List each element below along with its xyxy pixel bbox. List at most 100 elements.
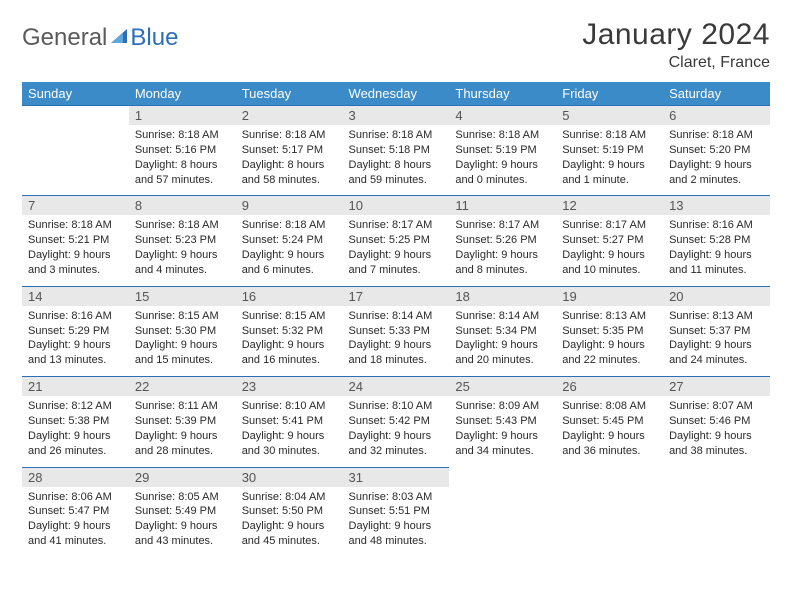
day-details: Sunrise: 8:18 AMSunset: 5:19 PMDaylight:… [556, 125, 663, 195]
sunset-line: Sunset: 5:19 PM [455, 143, 550, 158]
daylight-line: Daylight: 9 hours and 2 minutes. [669, 158, 764, 188]
calendar-day-cell: 3Sunrise: 8:18 AMSunset: 5:18 PMDaylight… [343, 106, 450, 196]
day-number: 26 [556, 377, 663, 396]
sunrise-line: Sunrise: 8:15 AM [242, 309, 337, 324]
calendar-day-cell: 9Sunrise: 8:18 AMSunset: 5:24 PMDaylight… [236, 196, 343, 286]
calendar-week-row: 7Sunrise: 8:18 AMSunset: 5:21 PMDaylight… [22, 196, 770, 286]
calendar-day-cell: 18Sunrise: 8:14 AMSunset: 5:34 PMDayligh… [449, 286, 556, 376]
day-number: 28 [22, 468, 129, 487]
day-number: 21 [22, 377, 129, 396]
calendar-page: GeneralBlue January 2024 Claret, France … [0, 0, 792, 575]
calendar-week-row: 21Sunrise: 8:12 AMSunset: 5:38 PMDayligh… [22, 377, 770, 467]
day-details: Sunrise: 8:17 AMSunset: 5:25 PMDaylight:… [343, 215, 450, 285]
daylight-line: Daylight: 9 hours and 11 minutes. [669, 248, 764, 278]
calendar-day-cell: 13Sunrise: 8:16 AMSunset: 5:28 PMDayligh… [663, 196, 770, 286]
daylight-line: Daylight: 9 hours and 48 minutes. [349, 519, 444, 549]
daylight-line: Daylight: 9 hours and 8 minutes. [455, 248, 550, 278]
calendar-day-cell: 15Sunrise: 8:15 AMSunset: 5:30 PMDayligh… [129, 286, 236, 376]
day-number: 27 [663, 377, 770, 396]
sunset-line: Sunset: 5:17 PM [242, 143, 337, 158]
page-title: January 2024 [582, 18, 770, 52]
sunrise-line: Sunrise: 8:04 AM [242, 490, 337, 505]
sail-icon [109, 24, 129, 52]
day-details: Sunrise: 8:13 AMSunset: 5:37 PMDaylight:… [663, 306, 770, 376]
daylight-line: Daylight: 9 hours and 32 minutes. [349, 429, 444, 459]
sunset-line: Sunset: 5:46 PM [669, 414, 764, 429]
daylight-line: Daylight: 9 hours and 24 minutes. [669, 338, 764, 368]
day-details: Sunrise: 8:11 AMSunset: 5:39 PMDaylight:… [129, 396, 236, 466]
sunset-line: Sunset: 5:51 PM [349, 504, 444, 519]
sunset-line: Sunset: 5:29 PM [28, 324, 123, 339]
sunrise-line: Sunrise: 8:10 AM [349, 399, 444, 414]
daylight-line: Daylight: 9 hours and 6 minutes. [242, 248, 337, 278]
day-details: Sunrise: 8:06 AMSunset: 5:47 PMDaylight:… [22, 487, 129, 557]
daylight-line: Daylight: 9 hours and 7 minutes. [349, 248, 444, 278]
sunrise-line: Sunrise: 8:06 AM [28, 490, 123, 505]
weekday-header: Wednesday [343, 82, 450, 106]
daylight-line: Daylight: 9 hours and 38 minutes. [669, 429, 764, 459]
day-number: 7 [22, 196, 129, 215]
day-details: Sunrise: 8:08 AMSunset: 5:45 PMDaylight:… [556, 396, 663, 466]
calendar-day-cell: 24Sunrise: 8:10 AMSunset: 5:42 PMDayligh… [343, 377, 450, 467]
day-details: Sunrise: 8:18 AMSunset: 5:21 PMDaylight:… [22, 215, 129, 285]
sunset-line: Sunset: 5:35 PM [562, 324, 657, 339]
calendar-day-cell: 31Sunrise: 8:03 AMSunset: 5:51 PMDayligh… [343, 467, 450, 557]
calendar-day-cell: 7Sunrise: 8:18 AMSunset: 5:21 PMDaylight… [22, 196, 129, 286]
sunrise-line: Sunrise: 8:18 AM [242, 128, 337, 143]
sunrise-line: Sunrise: 8:18 AM [242, 218, 337, 233]
day-number: 25 [449, 377, 556, 396]
day-details: Sunrise: 8:16 AMSunset: 5:28 PMDaylight:… [663, 215, 770, 285]
daylight-line: Daylight: 9 hours and 28 minutes. [135, 429, 230, 459]
daylight-line: Daylight: 9 hours and 1 minute. [562, 158, 657, 188]
day-details: Sunrise: 8:18 AMSunset: 5:24 PMDaylight:… [236, 215, 343, 285]
day-details: Sunrise: 8:15 AMSunset: 5:30 PMDaylight:… [129, 306, 236, 376]
daylight-line: Daylight: 9 hours and 15 minutes. [135, 338, 230, 368]
day-number: 2 [236, 106, 343, 125]
daylight-line: Daylight: 9 hours and 4 minutes. [135, 248, 230, 278]
calendar-day-cell: 6Sunrise: 8:18 AMSunset: 5:20 PMDaylight… [663, 106, 770, 196]
daylight-line: Daylight: 9 hours and 45 minutes. [242, 519, 337, 549]
day-number: 19 [556, 287, 663, 306]
daylight-line: Daylight: 9 hours and 20 minutes. [455, 338, 550, 368]
sunset-line: Sunset: 5:23 PM [135, 233, 230, 248]
sunrise-line: Sunrise: 8:07 AM [669, 399, 764, 414]
daylight-line: Daylight: 9 hours and 0 minutes. [455, 158, 550, 188]
day-number: 22 [129, 377, 236, 396]
sunset-line: Sunset: 5:34 PM [455, 324, 550, 339]
sunset-line: Sunset: 5:16 PM [135, 143, 230, 158]
day-details: Sunrise: 8:12 AMSunset: 5:38 PMDaylight:… [22, 396, 129, 466]
calendar-day-cell: 1Sunrise: 8:18 AMSunset: 5:16 PMDaylight… [129, 106, 236, 196]
weekday-header: Thursday [449, 82, 556, 106]
sunset-line: Sunset: 5:41 PM [242, 414, 337, 429]
sunrise-line: Sunrise: 8:15 AM [135, 309, 230, 324]
calendar-day-cell: 23Sunrise: 8:10 AMSunset: 5:41 PMDayligh… [236, 377, 343, 467]
sunrise-line: Sunrise: 8:18 AM [455, 128, 550, 143]
daylight-line: Daylight: 8 hours and 57 minutes. [135, 158, 230, 188]
sunrise-line: Sunrise: 8:18 AM [562, 128, 657, 143]
day-details: Sunrise: 8:05 AMSunset: 5:49 PMDaylight:… [129, 487, 236, 557]
logo-text-blue: Blue [130, 24, 178, 52]
sunrise-line: Sunrise: 8:17 AM [562, 218, 657, 233]
day-details: Sunrise: 8:03 AMSunset: 5:51 PMDaylight:… [343, 487, 450, 557]
sunset-line: Sunset: 5:38 PM [28, 414, 123, 429]
day-details: Sunrise: 8:04 AMSunset: 5:50 PMDaylight:… [236, 487, 343, 557]
day-number: 16 [236, 287, 343, 306]
sunrise-line: Sunrise: 8:17 AM [349, 218, 444, 233]
day-details: Sunrise: 8:14 AMSunset: 5:34 PMDaylight:… [449, 306, 556, 376]
calendar-week-row: 28Sunrise: 8:06 AMSunset: 5:47 PMDayligh… [22, 467, 770, 557]
sunset-line: Sunset: 5:43 PM [455, 414, 550, 429]
calendar-day-cell: 30Sunrise: 8:04 AMSunset: 5:50 PMDayligh… [236, 467, 343, 557]
sunset-line: Sunset: 5:47 PM [28, 504, 123, 519]
day-number: 13 [663, 196, 770, 215]
calendar-day-cell: 19Sunrise: 8:13 AMSunset: 5:35 PMDayligh… [556, 286, 663, 376]
day-details: Sunrise: 8:18 AMSunset: 5:17 PMDaylight:… [236, 125, 343, 195]
calendar-day-cell [22, 106, 129, 196]
sunrise-line: Sunrise: 8:16 AM [28, 309, 123, 324]
sunrise-line: Sunrise: 8:09 AM [455, 399, 550, 414]
calendar-day-cell: 22Sunrise: 8:11 AMSunset: 5:39 PMDayligh… [129, 377, 236, 467]
calendar-day-cell: 14Sunrise: 8:16 AMSunset: 5:29 PMDayligh… [22, 286, 129, 376]
sunset-line: Sunset: 5:19 PM [562, 143, 657, 158]
title-block: January 2024 Claret, France [582, 18, 770, 72]
sunrise-line: Sunrise: 8:03 AM [349, 490, 444, 505]
calendar-week-row: 1Sunrise: 8:18 AMSunset: 5:16 PMDaylight… [22, 106, 770, 196]
